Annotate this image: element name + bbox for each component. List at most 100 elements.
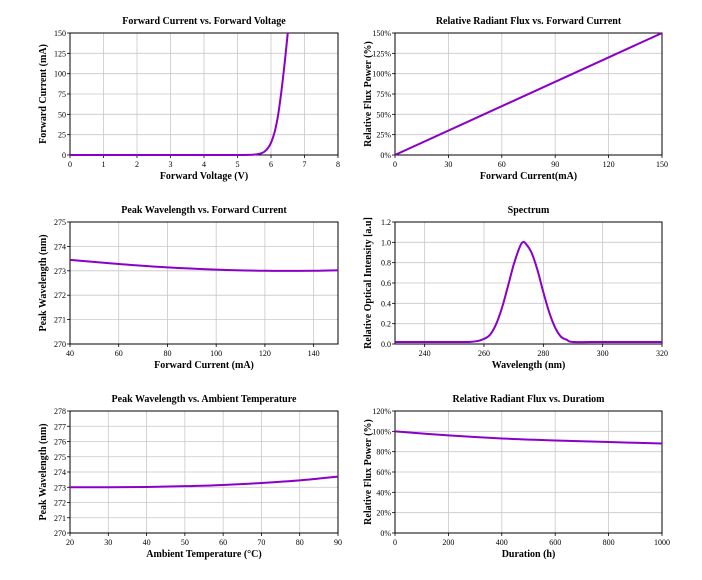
y-tick-label: 40% (376, 488, 391, 497)
y-tick-label: 272 (54, 291, 66, 300)
x-tick-label: 200 (442, 538, 454, 547)
chart-4: 0.0 0.2 0.4 0.6 0.8 1.0 1.2 240 260 280 300 320 Spec… (363, 205, 668, 371)
y-tick-label: 150% (372, 29, 391, 38)
y-tick-label: 100 (54, 70, 66, 79)
x-tick-label: 4 (202, 160, 206, 169)
y-tick-label: 100% (372, 70, 391, 79)
x-tick-label: 400 (496, 538, 508, 547)
x-tick-label: 70 (257, 538, 265, 547)
x-tick-label: 2 (135, 160, 139, 169)
y-tick-label: 60% (376, 468, 391, 477)
chart-2: 0% 25% 50% 75% 100% 125% 150% 0 30 60 90 120 150 Rela… (363, 16, 668, 182)
plot-frame (394, 32, 663, 156)
x-tick-label: 60 (219, 538, 227, 547)
y-tick-label: 120% (372, 407, 391, 416)
y-tick-label: 0% (380, 151, 391, 160)
x-axis-label: Forward Voltage (V) (160, 171, 248, 182)
x-tick-label: 120 (259, 349, 271, 358)
x-tick-label: 1000 (654, 538, 670, 547)
x-tick-label: 150 (656, 160, 668, 169)
x-tick-label: 100 (210, 349, 222, 358)
y-tick-label: 277 (54, 422, 66, 431)
y-tick-label: 75% (376, 90, 391, 99)
x-tick-label: 140 (308, 349, 320, 358)
x-tick-label: 40 (143, 538, 151, 547)
y-axis-label: Forward Current (mA) (38, 44, 49, 144)
x-tick-label: 7 (303, 160, 307, 169)
x-tick-label: 0 (393, 160, 397, 169)
x-tick-label: 20 (66, 538, 74, 547)
y-tick-label: 25 (58, 131, 66, 140)
y-tick-label: 274 (54, 468, 66, 477)
y-tick-label: 125 (54, 49, 66, 58)
series-line (395, 240, 662, 344)
y-tick-label: 0% (380, 529, 391, 538)
x-tick-label: 5 (236, 160, 240, 169)
y-axis-label: Relative Flux Power (%) (363, 419, 374, 525)
x-tick-label: 0 (393, 538, 397, 547)
y-tick-label: 270 (54, 340, 66, 349)
series-line (395, 430, 662, 445)
x-tick-label: 300 (597, 349, 609, 358)
x-tick-label: 260 (478, 349, 490, 358)
x-tick-label: 240 (419, 349, 431, 358)
chart-6: 0% 20% 40% 60% 80% 100% 120% 0 200 400 600 800 1000 R… (363, 394, 670, 560)
x-tick-label: 80 (163, 349, 171, 358)
y-tick-label: 274 (54, 242, 66, 251)
y-tick-label: 273 (54, 267, 66, 276)
x-tick-label: 800 (603, 538, 615, 547)
y-axis-label: Relative Optical Intensity [a.u] (363, 217, 374, 349)
y-tick-label: 270 (54, 529, 66, 538)
y-tick-label: 50% (376, 110, 391, 119)
x-tick-label: 90 (551, 160, 559, 169)
y-tick-label: 1.0 (381, 238, 391, 247)
chart-1: 0 25 50 75 100 125 150 0 1 2 3 4 5 6 7 8 Forward Current… (38, 16, 340, 182)
chart-title: Relative Radiant Flux vs. Forward Curren… (436, 16, 622, 27)
y-tick-label: 0.4 (381, 299, 391, 308)
y-tick-label: 20% (376, 509, 391, 518)
x-tick-label: 40 (66, 349, 74, 358)
series-line (70, 475, 338, 489)
plot-frame (69, 410, 339, 534)
x-tick-label: 320 (656, 349, 668, 358)
series-line (70, 32, 289, 156)
x-tick-label: 80 (296, 538, 304, 547)
y-tick-label: 0.6 (381, 279, 391, 288)
x-tick-label: 50 (181, 538, 189, 547)
x-tick-label: 30 (444, 160, 452, 169)
plot-frame (394, 410, 663, 534)
y-tick-label: 275 (54, 453, 66, 462)
chart-title: Peak Wavelength vs. Forward Current (121, 205, 287, 216)
x-tick-label: 280 (537, 349, 549, 358)
x-tick-label: 60 (498, 160, 506, 169)
chart-3: 270 271 272 273 274 275 40 60 80 100 120 140 Peak Wa… (38, 205, 339, 371)
y-tick-label: 278 (54, 407, 66, 416)
x-axis-label: Duration (h) (502, 549, 556, 560)
x-tick-label: 90 (334, 538, 342, 547)
series-line (395, 32, 662, 156)
chart-title: Peak Wavelength vs. Ambient Temperature (112, 394, 297, 405)
y-tick-label: 0 (62, 151, 66, 160)
x-tick-label: 8 (336, 160, 340, 169)
x-tick-label: 1 (102, 160, 106, 169)
plot-frame (69, 221, 339, 345)
y-tick-label: 125% (372, 49, 391, 58)
chart-title: Forward Current vs. Forward Voltage (122, 16, 286, 27)
x-tick-label: 30 (104, 538, 112, 547)
x-tick-label: 120 (603, 160, 615, 169)
y-tick-label: 275 (54, 218, 66, 227)
y-tick-label: 0.8 (381, 259, 391, 268)
x-axis-label: Ambient Temperature (°C) (146, 549, 261, 560)
chart-title: Relative Radiant Flux vs. Duratiom (453, 394, 606, 405)
y-tick-label: 25% (376, 131, 391, 140)
y-tick-label: 50 (58, 110, 66, 119)
y-tick-label: 271 (54, 316, 66, 325)
y-tick-label: 272 (54, 499, 66, 508)
y-axis-label: Peak Wavelength (nm) (38, 234, 49, 331)
y-tick-label: 0.2 (381, 320, 391, 329)
x-tick-label: 60 (115, 349, 123, 358)
y-tick-label: 75 (58, 90, 66, 99)
chart-title: Spectrum (508, 205, 550, 216)
y-tick-label: 100% (372, 427, 391, 436)
